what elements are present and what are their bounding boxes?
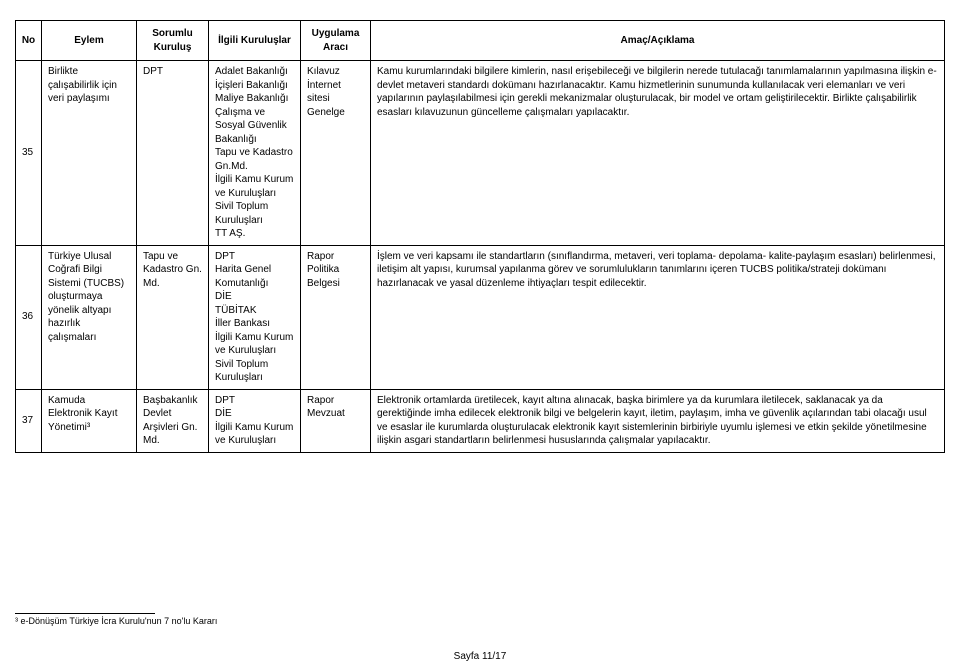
table-row: 36 Türkiye Ulusal Coğrafi Bilgi Sistemi …	[16, 245, 945, 389]
cell-eylem: Kamuda Elektronik Kayıt Yönetimi³	[42, 389, 137, 452]
table-row: 37 Kamuda Elektronik Kayıt Yönetimi³ Baş…	[16, 389, 945, 452]
cell-arac: RaporMevzuat	[301, 389, 371, 452]
cell-eylem: Birlikte çalışabilirlik için veri paylaş…	[42, 61, 137, 246]
footnote-area: ³ e-Dönüşüm Türkiye İcra Kurulu'nun 7 no…	[15, 613, 945, 626]
cell-ilgili: DPTHarita Genel KomutanlığıDİETÜBİTAKİll…	[209, 245, 301, 389]
cell-arac: RaporPolitika Belgesi	[301, 245, 371, 389]
footnote-text: ³ e-Dönüşüm Türkiye İcra Kurulu'nun 7 no…	[15, 616, 945, 626]
table-row: 35 Birlikte çalışabilirlik için veri pay…	[16, 61, 945, 246]
cell-amac: İşlem ve veri kapsamı ile standartların …	[371, 245, 945, 389]
col-header-amac: Amaç/Açıklama	[371, 21, 945, 61]
cell-sorumlu: DPT	[137, 61, 209, 246]
col-header-eylem: Eylem	[42, 21, 137, 61]
cell-amac: Elektronik ortamlarda üretilecek, kayıt …	[371, 389, 945, 452]
cell-no: 37	[16, 389, 42, 452]
cell-sorumlu: Tapu ve Kadastro Gn. Md.	[137, 245, 209, 389]
cell-ilgili: DPTDİEİlgili Kamu Kurum ve Kuruluşları	[209, 389, 301, 452]
header-row: No Eylem Sorumlu Kuruluş İlgili Kuruluşl…	[16, 21, 945, 61]
col-header-ilgili: İlgili Kuruluşlar	[209, 21, 301, 61]
cell-amac: Kamu kurumlarındaki bilgilere kimlerin, …	[371, 61, 945, 246]
col-header-arac: Uygulama Aracı	[301, 21, 371, 61]
col-header-sorumlu: Sorumlu Kuruluş	[137, 21, 209, 61]
cell-arac: Kılavuzİnternet sitesiGenelge	[301, 61, 371, 246]
data-table: No Eylem Sorumlu Kuruluş İlgili Kuruluşl…	[15, 20, 945, 453]
cell-no: 36	[16, 245, 42, 389]
footnote-rule	[15, 613, 155, 614]
cell-no: 35	[16, 61, 42, 246]
cell-sorumlu: Başbakanlık Devlet Arşivleri Gn. Md.	[137, 389, 209, 452]
cell-eylem: Türkiye Ulusal Coğrafi Bilgi Sistemi (TU…	[42, 245, 137, 389]
cell-ilgili: Adalet Bakanlığıİçişleri BakanlığıMaliye…	[209, 61, 301, 246]
page-number: Sayfa 11/17	[0, 651, 960, 662]
col-header-no: No	[16, 21, 42, 61]
